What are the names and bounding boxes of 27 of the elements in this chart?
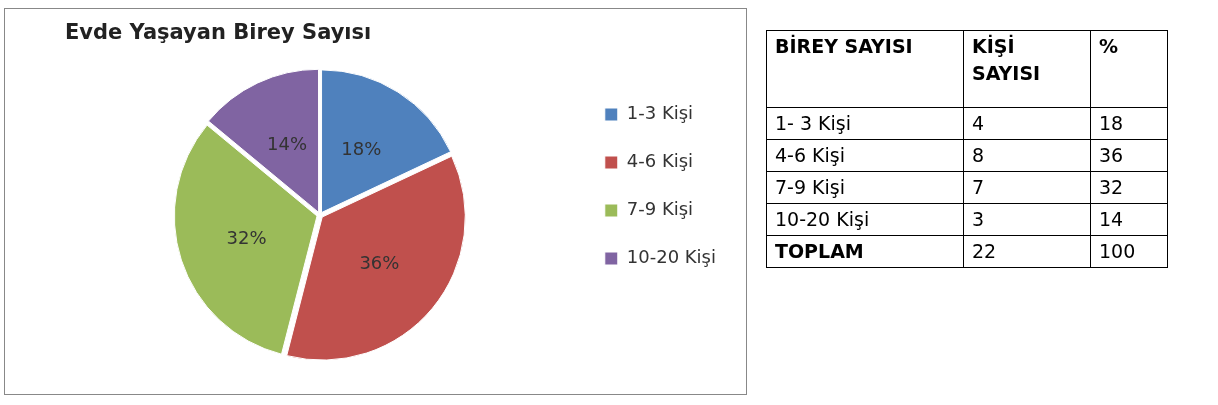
text: 10-20 Kişi [766,203,964,236]
legend-label: 4-6 Kişi [626,150,694,172]
text: 22 [963,235,1091,268]
data-label: 14% [267,132,308,154]
category-label: % [1090,30,1168,108]
chart-title: Evde Yaşayan Birey Sayısı [65,20,372,45]
data-label: 36% [359,251,400,273]
category-label: BİREY SAYISI [766,30,964,108]
text: 7-9 Kişi [766,171,964,204]
text: 3 [963,203,1091,236]
text: 32 [1090,171,1168,204]
data-label: 32% [226,226,267,248]
text: 8 [963,139,1091,172]
text: 7 [963,171,1091,204]
text: 100 [1090,235,1168,268]
text: TOPLAM [766,235,964,268]
legend-label: 1-3 Kişi [626,102,694,124]
text: 18 [1090,107,1168,140]
text: 4-6 Kişi [766,139,964,172]
text: 1- 3 Kişi [766,107,964,140]
legend-label: 7-9 Kişi [626,198,694,220]
category-label: KİŞİ SAYISI [963,30,1091,108]
text: 14 [1090,203,1168,236]
legend-label: 10-20 Kişi [626,246,717,268]
text: 36 [1090,139,1168,172]
text: 4 [963,107,1091,140]
data-label: 18% [341,137,382,159]
